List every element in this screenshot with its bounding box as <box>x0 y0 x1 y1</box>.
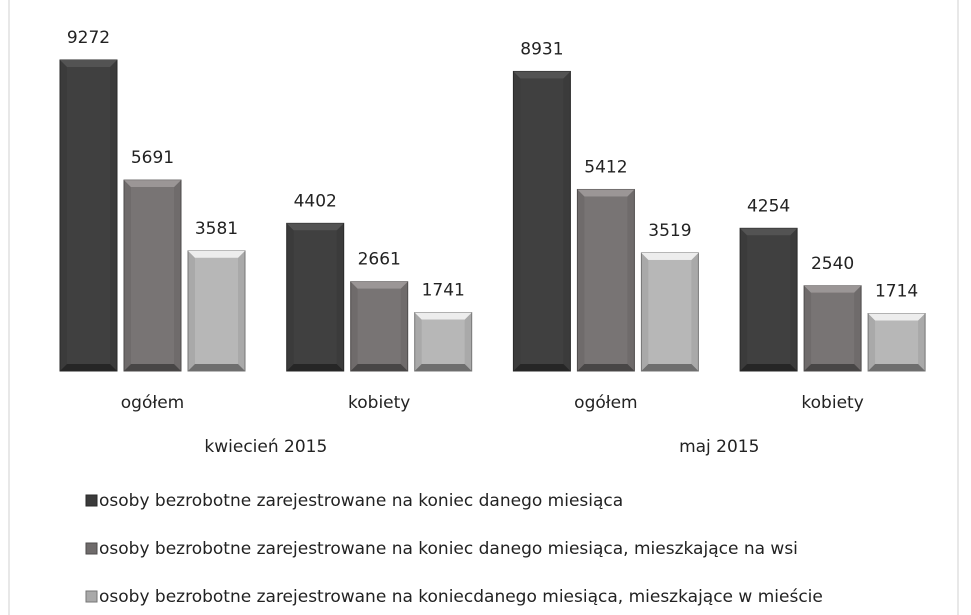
bar-bevel-bottom <box>60 364 117 371</box>
group-label: kwiecień 2015 <box>204 437 327 457</box>
x-tick-label: kobiety <box>348 393 410 413</box>
data-label: 8931 <box>520 39 563 59</box>
data-label: 2661 <box>358 250 401 270</box>
bar-bevel-bottom <box>740 364 798 371</box>
bar-bevel-bottom <box>124 364 181 371</box>
bar-bevel-top <box>740 228 798 236</box>
x-tick-label: ogółem <box>574 393 637 413</box>
bar-face <box>811 292 855 364</box>
bar-bevel-top <box>641 252 699 260</box>
bar-bevel-top <box>286 223 344 231</box>
data-label: 3519 <box>648 221 691 241</box>
bar-face <box>195 257 238 364</box>
bar-bevel-top <box>513 71 571 79</box>
data-label: 5412 <box>584 157 627 177</box>
bar-face <box>421 319 465 364</box>
legend-swatch <box>85 542 98 555</box>
data-label: 4402 <box>294 191 337 211</box>
bar-bevel-bottom <box>414 364 472 371</box>
x-tick-label: ogółem <box>121 393 184 413</box>
data-label: 4254 <box>747 196 790 216</box>
bar-face <box>520 78 564 364</box>
legend-swatch <box>85 494 98 507</box>
bar-bevel-bottom <box>641 364 699 371</box>
bar-face <box>648 259 692 364</box>
bar-face <box>584 196 628 364</box>
bar-bevel-top <box>60 60 117 67</box>
bar-face <box>875 320 919 364</box>
bar-bevel-top <box>577 189 635 197</box>
x-tick-label: kobiety <box>801 393 863 413</box>
bar-bevel-bottom <box>804 364 862 371</box>
legend-label: osoby bezrobotne zarejestrowane na konie… <box>99 587 823 607</box>
bar-bevel-top <box>124 180 181 188</box>
legend-label: osoby bezrobotne zarejestrowane na konie… <box>99 539 798 559</box>
legend-label: osoby bezrobotne zarejestrowane na konie… <box>99 491 623 511</box>
bar-bevel-bottom <box>577 364 635 371</box>
bar-face <box>67 67 110 364</box>
legend-swatch <box>85 590 98 603</box>
bar-bevel-bottom <box>286 364 344 371</box>
chart-frame <box>8 0 959 615</box>
bar-bevel-bottom <box>513 364 571 371</box>
data-label: 1714 <box>875 282 918 302</box>
data-label: 2540 <box>811 254 854 274</box>
bar-bevel-top <box>868 313 926 321</box>
bar-bevel-top <box>188 250 245 258</box>
bar-bevel-bottom <box>868 364 926 371</box>
group-label: maj 2015 <box>679 437 759 457</box>
bar-face <box>293 230 337 364</box>
bar-bevel-top <box>414 312 472 320</box>
bar-bevel-bottom <box>188 364 245 371</box>
bar-face <box>131 187 174 364</box>
data-label: 5691 <box>131 148 174 168</box>
data-label: 3581 <box>195 219 238 239</box>
data-label: 9272 <box>67 28 110 48</box>
bar-bevel-top <box>350 281 408 289</box>
bar-face <box>747 235 791 364</box>
bar-bevel-top <box>804 285 862 293</box>
bar-bevel-bottom <box>350 364 408 371</box>
data-label: 1741 <box>422 281 465 301</box>
bar-face <box>357 288 401 364</box>
